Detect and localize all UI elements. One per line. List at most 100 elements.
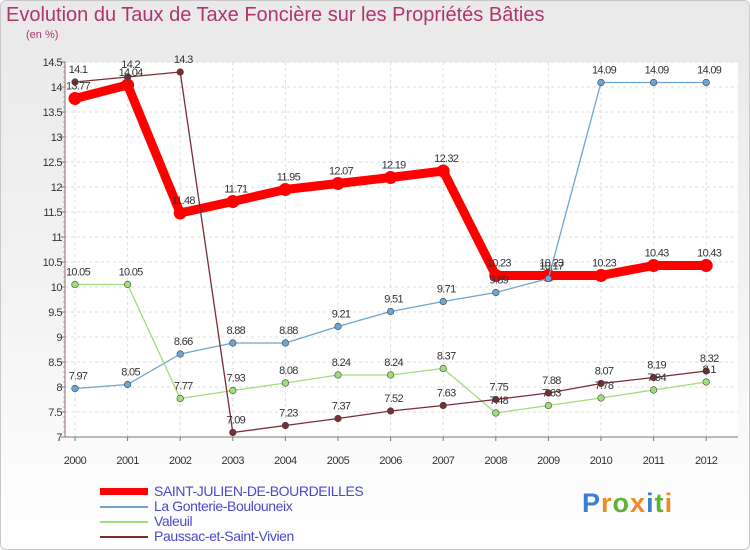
data-label: 7.97 [69,371,88,383]
data-label: 8.88 [226,325,245,337]
data-label: 8.37 [437,351,456,363]
series-point [387,371,395,379]
series-point [123,280,132,289]
series-point [492,288,500,297]
data-label: 10.05 [119,267,144,279]
series-point [281,421,290,430]
data-label: 8.24 [332,357,351,369]
data-label: 8.07 [595,366,614,378]
y-tick-label: 9.5 [48,307,62,319]
legend-label: Valeuil [154,513,193,529]
series-point [121,78,135,92]
x-tick-label: 2010 [590,455,613,467]
data-label: 10.43 [697,248,722,260]
series-point [597,394,605,402]
series-point [334,371,342,379]
series-point [647,259,661,272]
series-point [492,395,500,404]
x-tick-label: 2005 [327,455,350,467]
series-point [229,386,237,395]
data-label: 7.77 [174,381,193,393]
data-label: 9.51 [384,294,403,306]
data-label: 13.77 [66,81,91,93]
data-label: 12.32 [434,153,459,165]
series-point [439,401,447,410]
legend-swatch [100,488,148,495]
x-tick-label: 2001 [116,455,139,467]
data-label: 7.52 [384,393,403,405]
series-point [71,384,79,393]
data-label: 10.17 [539,261,564,273]
data-label: 8.66 [174,336,193,348]
series-point [702,78,710,87]
data-label: 7.63 [437,388,456,400]
y-tick-label: 10 [51,282,63,294]
data-label: 7.48 [489,395,508,407]
data-label: 8.88 [279,325,298,337]
x-tick-label: 2008 [485,455,508,467]
data-label: 7.88 [542,375,561,387]
data-label: 7.75 [489,382,508,394]
data-label: 14.1 [69,64,88,76]
legend-label: La Gonterie-Boulouneix [154,498,293,514]
data-label: 14.09 [645,65,670,77]
data-label: 14.2 [121,59,140,71]
data-label: 12.07 [329,166,354,178]
series-point [281,379,290,387]
y-tick-label: 14.5 [43,57,63,69]
y-tick-label: 7 [56,432,62,444]
series-point [597,78,605,87]
data-label: 7.93 [226,373,245,385]
series-point [334,414,342,423]
logo-letter: t [654,488,665,518]
data-label: 14.3 [174,54,193,66]
y-tick-label: 13.5 [43,107,63,119]
legend-label: Paussac-et-Saint-Vivien [154,528,294,544]
series-point [649,78,658,87]
series-point [597,379,605,388]
x-tick-label: 2002 [169,455,192,467]
series-point [176,68,184,76]
series-point [173,206,187,220]
x-tick-label: 2000 [64,455,87,467]
data-label: 14.04 [119,67,144,79]
series-point [492,409,500,417]
data-label: 8.19 [647,360,666,372]
x-tick-label: 2003 [222,455,245,467]
data-label: 9.21 [332,309,351,321]
series-point [702,378,710,386]
data-label: 8.1 [703,364,717,376]
series-point [702,367,710,375]
x-tick-label: 2011 [643,455,665,467]
x-tick-label: 2012 [695,455,718,467]
series-point [649,386,658,394]
series-point [226,195,240,208]
series-point [439,297,447,306]
data-label: 8.08 [279,365,298,377]
series-point [649,373,658,382]
series-point [331,177,345,190]
y-tick-label: 14 [51,82,63,94]
series-point [544,274,553,283]
series-point [281,339,290,347]
y-tick-label: 13 [51,132,63,144]
plot-area [65,62,738,437]
data-label: 7.63 [542,388,561,400]
y-tick-label: 7.5 [48,407,62,419]
legend-swatch [100,521,148,523]
series-point [384,171,398,184]
series-point [176,350,184,358]
series-point [489,269,503,282]
data-label: 7.23 [279,408,298,420]
data-label: 10.23 [592,258,617,270]
y-tick-label: 11.5 [43,207,62,219]
x-tick-label: 2006 [379,455,402,467]
logo-letter: i [646,488,655,518]
series-point [278,183,292,196]
series-point [334,322,342,331]
data-label: 10.43 [645,248,670,260]
data-label: 9.89 [489,275,508,287]
data-label: 7.94 [647,372,666,384]
series-point [544,389,553,397]
